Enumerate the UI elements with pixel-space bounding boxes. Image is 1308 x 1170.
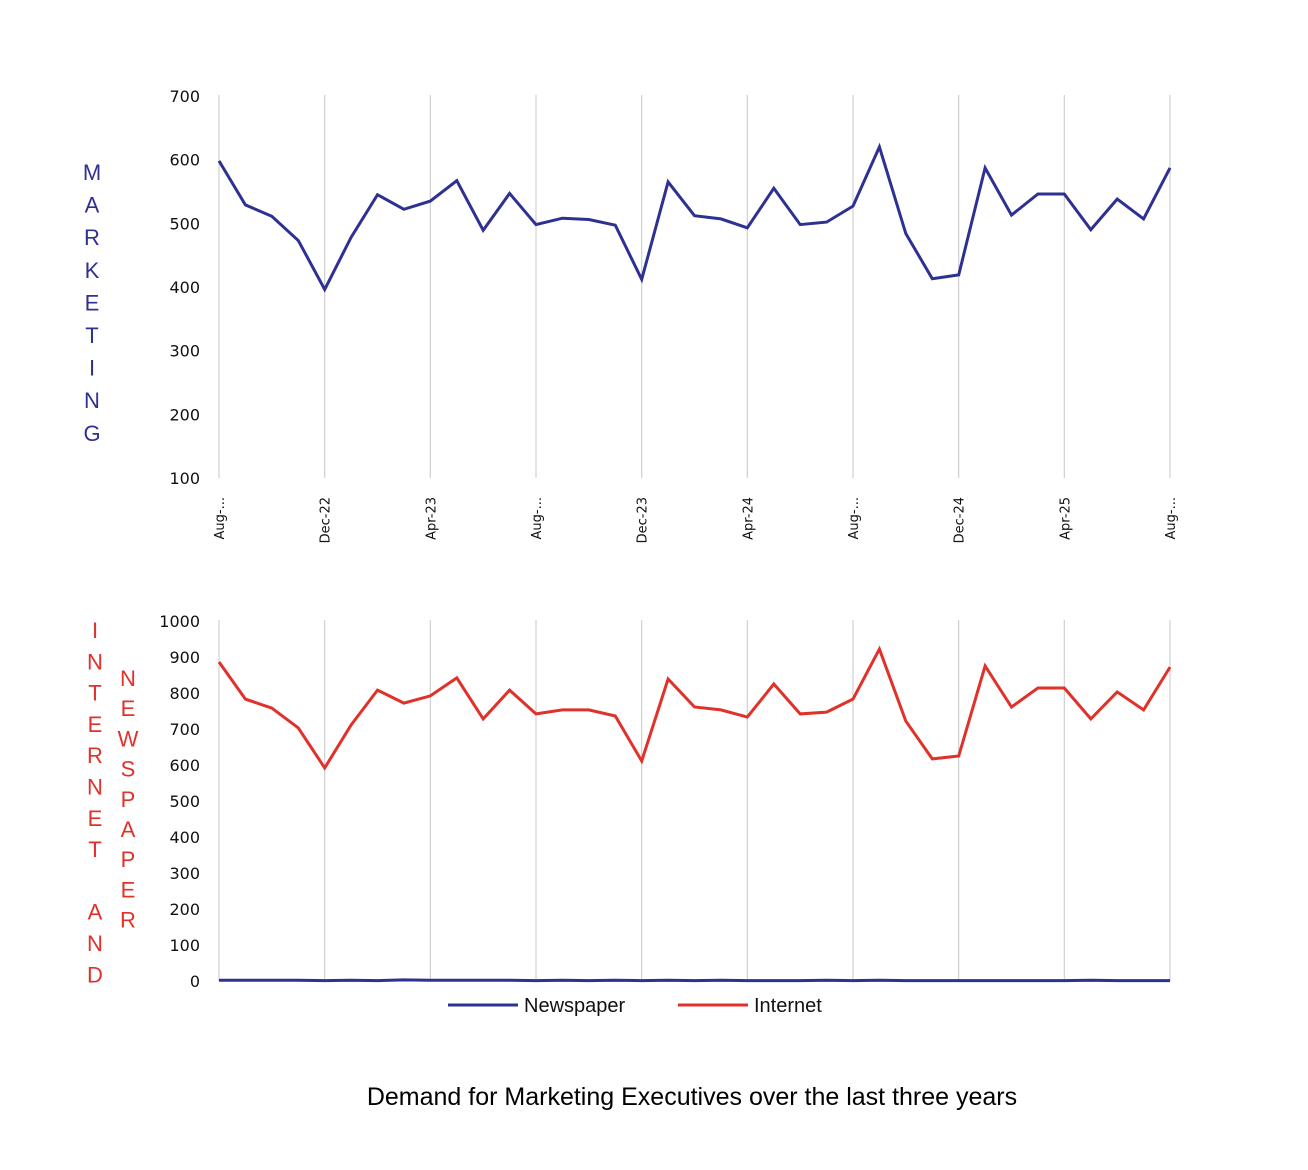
legend-label-newspaper: Newspaper: [524, 995, 626, 1017]
bottom-chart-gridlines: [218, 620, 1171, 981]
top-chart-gridlines: [218, 95, 1171, 478]
bottom-y-tick-label: 100: [169, 936, 200, 955]
bottom-y-tick-label: 900: [169, 648, 200, 667]
bottom-y-tick-label: 800: [169, 684, 200, 703]
x-tick-label: Aug-...: [213, 497, 228, 539]
x-tick-label: Aug-...: [530, 497, 545, 539]
top-chart-series: [217, 142, 1172, 293]
top-y-tick-label: 500: [169, 214, 200, 233]
internet-line: [217, 645, 1172, 771]
bottom-y-tick-label: 1000: [159, 612, 200, 631]
top-y-tick-label: 400: [169, 278, 200, 297]
x-tick-label: Apr-24: [741, 497, 756, 540]
bottom-y-tick-label: 500: [169, 792, 200, 811]
x-tick-label: Apr-25: [1058, 497, 1073, 540]
top-y-tick-label: 300: [169, 342, 200, 361]
bottom-y-tick-label: 600: [169, 756, 200, 775]
marketing-line: [217, 142, 1172, 293]
x-tick-label: Aug-...: [847, 497, 862, 539]
chart-title: Demand for Marketing Executives over the…: [367, 1083, 1017, 1111]
x-tick-label: Dec-24: [953, 497, 968, 543]
legend-label-internet: Internet: [754, 995, 822, 1017]
bottom-y-tick-label: 300: [169, 864, 200, 883]
top-y-tick-label: 100: [169, 469, 200, 488]
bottom-y-tick-label: 700: [169, 720, 200, 739]
top-y-tick-label: 700: [169, 87, 200, 106]
top-chart-x-axis: Aug-... Dec-22 Apr-23 Aug-... Dec-23 Apr-24 Au…: [213, 497, 1179, 543]
bottom-y-tick-label: 200: [169, 900, 200, 919]
legend: Newspaper Internet: [448, 995, 822, 1017]
top-y-tick-label: 200: [169, 405, 200, 424]
top-y-tick-label: 600: [169, 151, 200, 170]
bottom-y-tick-label: 400: [169, 828, 200, 847]
newspaper-line: [219, 978, 1170, 983]
top-chart-y-axis: 700 600 500 400 300 200 100: [169, 87, 200, 488]
bottom-y-tick-label: 0: [190, 972, 200, 991]
x-tick-label: Apr-23: [424, 497, 439, 540]
bottom-chart-series: [217, 645, 1172, 983]
x-tick-label: Dec-22: [319, 497, 334, 543]
x-tick-label: Dec-23: [636, 497, 651, 543]
x-tick-label: Aug-...: [1164, 497, 1179, 539]
